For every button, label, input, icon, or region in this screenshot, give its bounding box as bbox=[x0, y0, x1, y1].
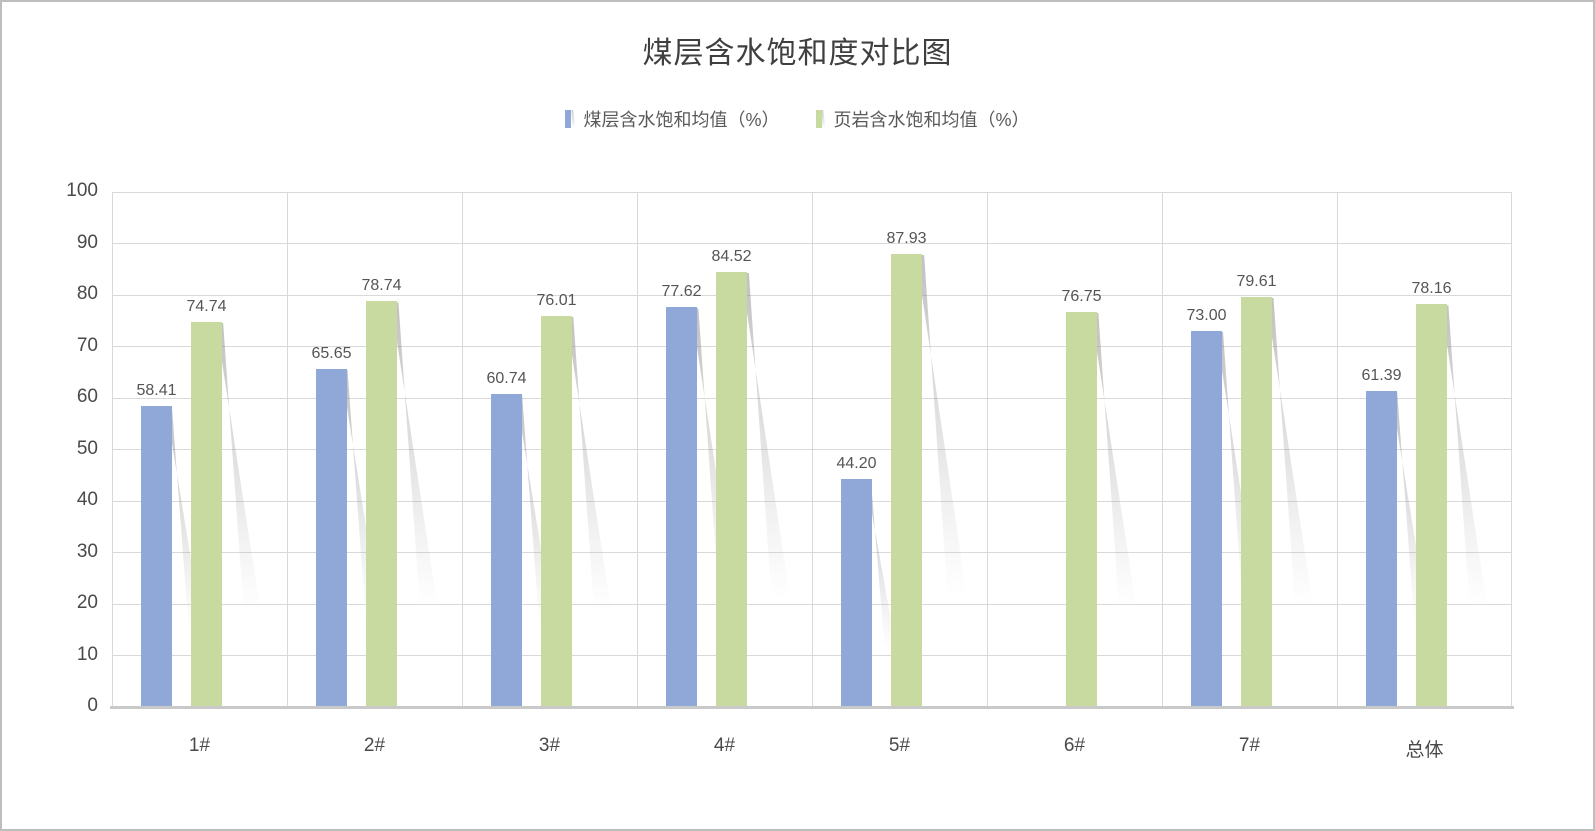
plot-area: 58.41 65.65 60.74 77.62 44.20 73.00 61.39 74.74… bbox=[66, 180, 1514, 761]
shale-bar-4#[interactable] bbox=[716, 271, 747, 707]
coal-bar-2#[interactable] bbox=[316, 368, 347, 707]
coal-bar-4#[interactable] bbox=[666, 307, 697, 707]
shale-legend-marker-icon bbox=[815, 110, 826, 128]
shale-bar-shadow-5# bbox=[916, 255, 967, 595]
y-tick-60: 60 bbox=[76, 386, 98, 407]
shale-bar-shadow-总体 bbox=[1441, 305, 1488, 608]
shale-value-label-4#: 84.52 bbox=[711, 247, 752, 265]
gridline-v-2 bbox=[462, 192, 463, 707]
shale-bar-shadow-3# bbox=[566, 316, 612, 611]
legend-label: 煤层含水饱和均值（%） bbox=[583, 110, 780, 130]
x-label-3#: 3# bbox=[538, 735, 561, 756]
legend-label: 页岩含水饱和均值（%） bbox=[833, 110, 1030, 130]
y-tick-10: 10 bbox=[76, 643, 98, 665]
gridline-v-4 bbox=[812, 192, 813, 707]
shale-bar-shadow-4# bbox=[741, 272, 791, 600]
gridline-v-6 bbox=[1162, 192, 1163, 707]
shale-value-label-2#: 78.74 bbox=[361, 277, 402, 295]
shale-bar-6#[interactable] bbox=[1066, 311, 1097, 707]
shale-bar-shadow-1# bbox=[216, 323, 261, 612]
shale-bar-3#[interactable] bbox=[541, 315, 572, 707]
gridline-v-1 bbox=[287, 192, 288, 707]
gridline-v-8 bbox=[1511, 192, 1512, 707]
shale-bar-shadow-2# bbox=[391, 302, 438, 607]
shale-bar-2#[interactable] bbox=[366, 301, 397, 707]
coal-bar-7#[interactable] bbox=[1191, 331, 1222, 707]
shale-value-label-1#: 74.74 bbox=[186, 298, 227, 316]
x-label-5#: 5# bbox=[888, 735, 911, 756]
shale-value-label-7#: 79.61 bbox=[1236, 273, 1277, 290]
coal-bar-总体[interactable] bbox=[1366, 390, 1397, 707]
coal-value-label-总体: 61.39 bbox=[1361, 366, 1402, 384]
x-label-总体: 总体 bbox=[1405, 740, 1444, 761]
coal-value-label-7#: 73.00 bbox=[1186, 307, 1227, 325]
chart-title: 煤层含水饱和度对比图 bbox=[642, 37, 953, 70]
x-label-2#: 2# bbox=[363, 735, 386, 756]
coal-value-label-1#: 58.41 bbox=[136, 382, 177, 400]
y-tick-40: 40 bbox=[76, 489, 98, 510]
y-tick-70: 70 bbox=[76, 334, 98, 356]
x-axis-line bbox=[110, 706, 1514, 709]
legend-item-coal[interactable]: 煤层含水饱和均值（%） bbox=[565, 106, 780, 132]
x-label-6#: 6# bbox=[1063, 735, 1086, 756]
y-tick-0: 0 bbox=[87, 695, 98, 716]
coal-bar-3#[interactable] bbox=[491, 394, 522, 707]
legend-item-shale[interactable]: 页岩含水饱和均值（%） bbox=[815, 106, 1030, 132]
shale-bar-shadow-7# bbox=[1266, 298, 1313, 606]
y-tick-90: 90 bbox=[76, 231, 98, 253]
coal-value-label-4#: 77.62 bbox=[661, 283, 702, 301]
coal-value-label-3#: 60.74 bbox=[486, 370, 527, 388]
x-label-7#: 7# bbox=[1238, 735, 1261, 756]
coal-value-label-5#: 44.20 bbox=[836, 455, 877, 473]
legend: 煤层含水饱和均值（%） 页岩含水饱和均值（%） bbox=[2, 106, 1593, 132]
gridline-v-3 bbox=[637, 192, 638, 707]
shale-bar-1#[interactable] bbox=[191, 322, 222, 707]
y-tick-30: 30 bbox=[76, 540, 98, 562]
shale-bar-5#[interactable] bbox=[891, 254, 922, 707]
x-label-1#: 1# bbox=[188, 735, 211, 756]
shale-bar-7#[interactable] bbox=[1241, 297, 1272, 707]
coal-bar-5#[interactable] bbox=[841, 479, 872, 707]
shale-bar-总体[interactable] bbox=[1416, 304, 1447, 707]
y-tick-50: 50 bbox=[76, 437, 98, 459]
shale-bar-shadow-6# bbox=[1091, 312, 1137, 610]
shale-value-label-6#: 76.75 bbox=[1061, 287, 1102, 305]
gridline-v-0 bbox=[112, 192, 113, 707]
y-tick-80: 80 bbox=[76, 283, 98, 304]
coal-bar-1#[interactable] bbox=[141, 406, 172, 707]
coal-legend-marker-icon bbox=[565, 110, 576, 128]
y-tick-20: 20 bbox=[76, 592, 98, 613]
coal-value-label-2#: 65.65 bbox=[311, 344, 352, 362]
gridline-v-5 bbox=[987, 192, 988, 707]
gridline-v-7 bbox=[1337, 192, 1338, 707]
y-tick-100: 100 bbox=[66, 180, 98, 201]
shale-value-label-5#: 87.93 bbox=[886, 230, 927, 248]
x-label-4#: 4# bbox=[713, 735, 736, 756]
shale-value-label-总体: 78.16 bbox=[1411, 280, 1452, 298]
shale-value-label-3#: 76.01 bbox=[536, 291, 577, 309]
